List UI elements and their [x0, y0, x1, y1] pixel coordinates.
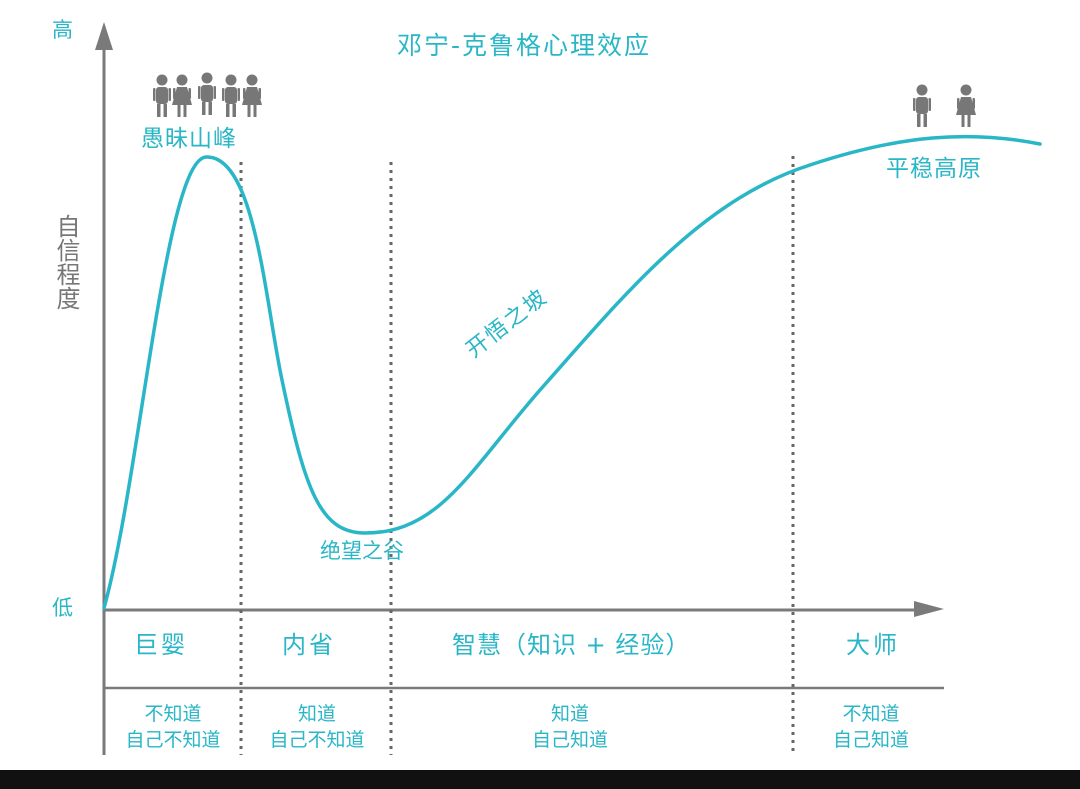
x-axis-arrowhead	[914, 601, 944, 617]
y-axis-label: 自信程度	[52, 214, 80, 310]
y-axis-arrowhead	[95, 22, 113, 50]
stage-name: 内省	[282, 631, 336, 659]
y-axis-high-label: 高	[52, 18, 73, 42]
confidence-curve	[102, 134, 1042, 610]
stage-awareness: 知道 自己知道	[470, 701, 670, 753]
awareness-line: 自己不知道	[269, 729, 365, 751]
stage-awareness: 知道 自己不知道	[246, 701, 388, 753]
diagram-title: 邓宁-克鲁格心理效应	[397, 31, 652, 60]
bottom-bar	[0, 770, 1080, 789]
valley-label: 绝望之谷	[320, 539, 404, 563]
stage-name: 巨婴	[134, 631, 188, 659]
y-axis-low-label: 低	[52, 596, 73, 620]
stage-awareness: 不知道 自己不知道	[106, 701, 240, 753]
stage-name: 智慧（知识 + 经验）	[452, 631, 691, 659]
awareness-line: 不知道	[842, 703, 900, 725]
awareness-line: 知道	[297, 703, 336, 725]
awareness-line: 自己知道	[531, 729, 608, 751]
stage-name: 大师	[846, 631, 900, 659]
awareness-line: 自己不知道	[125, 729, 221, 751]
people-group-icon	[153, 72, 262, 117]
awareness-line: 自己知道	[832, 729, 909, 751]
awareness-line: 知道	[550, 703, 589, 725]
people-pair-icon	[913, 84, 976, 127]
awareness-line: 不知道	[144, 703, 202, 725]
peak-label: 愚昧山峰	[141, 126, 237, 152]
plateau-label: 平稳高原	[886, 156, 982, 182]
stage-awareness: 不知道 自己知道	[800, 701, 942, 753]
